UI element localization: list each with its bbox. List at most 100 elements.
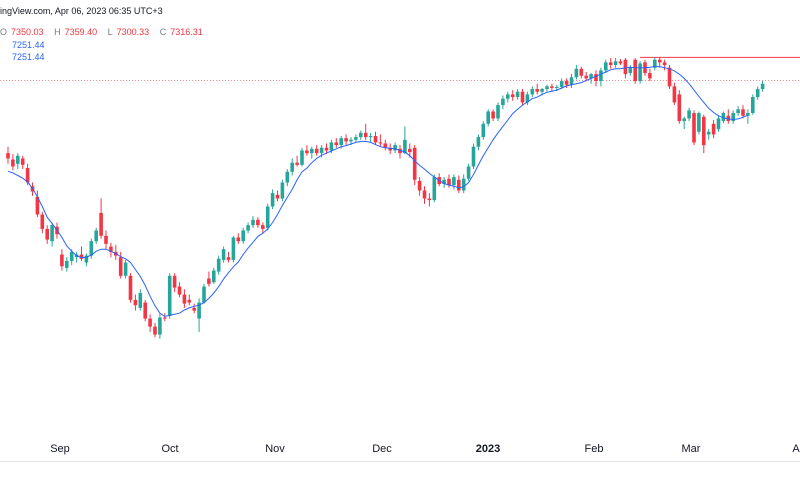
candle[interactable]	[408, 143, 412, 158]
candle[interactable]	[256, 217, 260, 228]
candle[interactable]	[192, 303, 196, 314]
candle[interactable]	[746, 109, 750, 124]
candle[interactable]	[305, 145, 309, 156]
candle[interactable]	[231, 235, 236, 263]
candle[interactable]	[417, 177, 422, 196]
candle[interactable]	[363, 123, 368, 140]
candle[interactable]	[648, 68, 652, 82]
candle[interactable]	[638, 61, 642, 84]
candle[interactable]	[251, 216, 255, 228]
candle[interactable]	[530, 86, 535, 98]
candle[interactable]	[310, 146, 314, 159]
candle[interactable]	[60, 249, 64, 271]
candle[interactable]	[40, 211, 45, 234]
candle[interactable]	[731, 110, 735, 124]
candle[interactable]	[457, 175, 461, 194]
candle[interactable]	[545, 84, 549, 92]
candle[interactable]	[221, 246, 226, 263]
candle[interactable]	[569, 74, 574, 88]
candle[interactable]	[520, 89, 525, 106]
candle[interactable]	[515, 89, 520, 100]
candle[interactable]	[212, 267, 216, 284]
candle[interactable]	[324, 143, 329, 155]
ma-legend-2[interactable]: 7251.44	[0, 52, 45, 62]
candle[interactable]	[182, 289, 187, 308]
candle[interactable]	[550, 83, 554, 92]
candle[interactable]	[706, 129, 711, 140]
candle[interactable]	[300, 147, 304, 167]
candle[interactable]	[383, 139, 388, 151]
candle[interactable]	[711, 120, 716, 139]
ma-legend-1[interactable]: 7251.44	[0, 40, 45, 50]
candle[interactable]	[373, 131, 378, 146]
candle[interactable]	[672, 82, 677, 106]
candle[interactable]	[6, 146, 10, 164]
candle[interactable]	[246, 222, 250, 234]
candle[interactable]	[510, 90, 515, 101]
candle[interactable]	[344, 134, 348, 146]
candle[interactable]	[461, 174, 466, 194]
candle[interactable]	[202, 283, 206, 304]
candle[interactable]	[613, 58, 618, 68]
candle[interactable]	[20, 155, 25, 170]
candle[interactable]	[687, 107, 691, 122]
candle[interactable]	[491, 109, 495, 122]
candle[interactable]	[388, 143, 392, 155]
candle[interactable]	[334, 138, 339, 148]
candle[interactable]	[427, 193, 432, 207]
candle[interactable]	[104, 230, 108, 250]
candle[interactable]	[471, 143, 476, 170]
candle[interactable]	[432, 174, 437, 203]
candle[interactable]	[741, 105, 745, 119]
candle[interactable]	[398, 145, 402, 159]
candle[interactable]	[163, 313, 167, 322]
candle[interactable]	[594, 70, 598, 87]
candle[interactable]	[476, 134, 481, 151]
candle[interactable]	[486, 109, 490, 127]
candle[interactable]	[359, 130, 363, 140]
candle[interactable]	[109, 242, 113, 258]
candle[interactable]	[481, 121, 486, 140]
candle[interactable]	[721, 111, 726, 124]
candle[interactable]	[633, 58, 637, 84]
candle[interactable]	[197, 298, 201, 332]
candle[interactable]	[559, 78, 564, 90]
candle[interactable]	[412, 145, 417, 186]
candle[interactable]	[677, 90, 682, 124]
candle[interactable]	[16, 153, 20, 170]
candle[interactable]	[45, 225, 49, 244]
candle[interactable]	[295, 155, 299, 167]
candle[interactable]	[584, 71, 588, 82]
candle[interactable]	[172, 273, 177, 292]
candle[interactable]	[442, 177, 446, 188]
candle[interactable]	[265, 203, 270, 231]
candle[interactable]	[74, 251, 79, 263]
candle[interactable]	[280, 179, 285, 202]
candle[interactable]	[285, 169, 290, 187]
candle[interactable]	[50, 222, 54, 247]
candle[interactable]	[123, 259, 128, 279]
candle[interactable]	[148, 314, 152, 332]
candle[interactable]	[133, 294, 138, 311]
candle[interactable]	[618, 59, 623, 66]
candle[interactable]	[11, 154, 15, 171]
candle[interactable]	[452, 174, 456, 190]
candle[interactable]	[623, 58, 628, 79]
candle[interactable]	[760, 81, 765, 92]
candle[interactable]	[662, 59, 667, 71]
candle[interactable]	[755, 86, 760, 100]
candle[interactable]	[525, 91, 530, 106]
candle[interactable]	[354, 134, 358, 143]
candle[interactable]	[574, 65, 579, 80]
candle[interactable]	[692, 110, 696, 146]
candle[interactable]	[290, 158, 294, 176]
candle[interactable]	[697, 111, 701, 135]
candle[interactable]	[314, 145, 319, 156]
candle[interactable]	[726, 109, 731, 124]
candle[interactable]	[143, 299, 147, 322]
candle[interactable]	[207, 271, 211, 287]
candle[interactable]	[236, 233, 241, 244]
candle[interactable]	[158, 313, 162, 339]
candle[interactable]	[716, 115, 721, 132]
candle[interactable]	[501, 95, 505, 110]
